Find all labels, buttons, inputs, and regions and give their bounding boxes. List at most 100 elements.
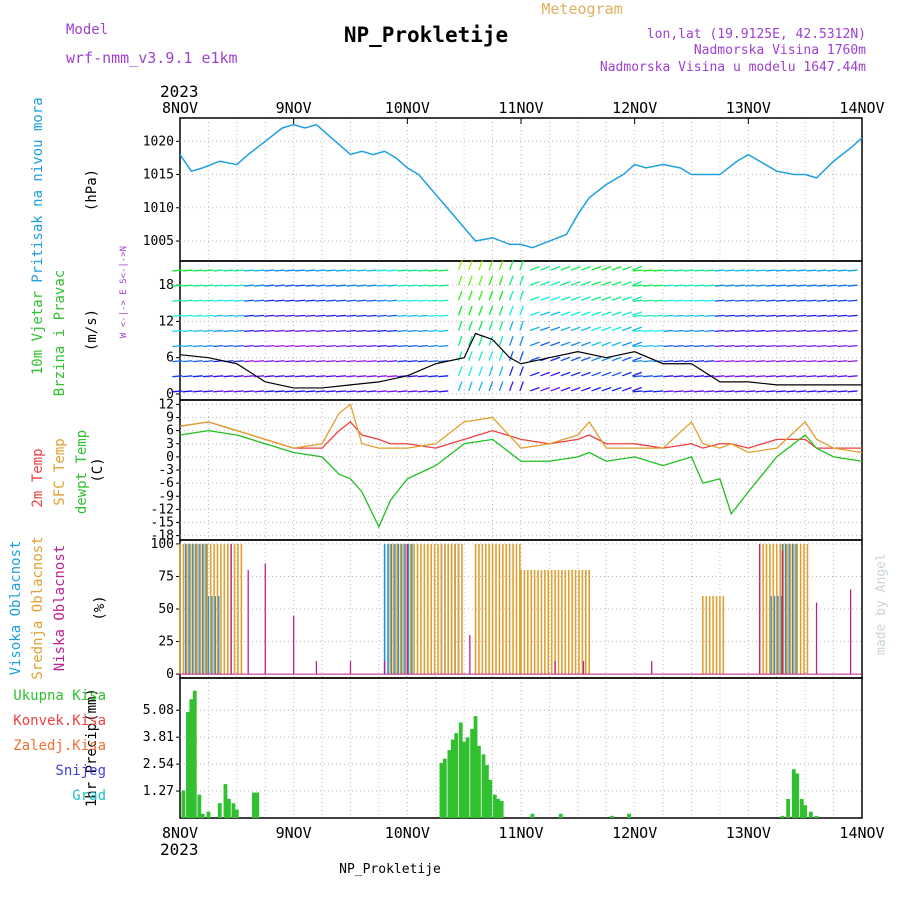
time-label-top: 14NOV [839, 99, 884, 117]
precip-bar [226, 798, 231, 818]
wind-arrow [478, 366, 483, 377]
wind-arrow [755, 329, 766, 333]
wind-arrow [387, 360, 398, 363]
wind-arrow [438, 390, 449, 393]
wind-arrow [498, 351, 504, 361]
wind-arrow [376, 269, 387, 272]
wind-arrow [202, 390, 214, 393]
wind-arrow [734, 375, 745, 378]
wind-arrow [428, 344, 439, 348]
precip-bar [181, 790, 186, 818]
wind-arrow [611, 326, 622, 332]
wind-arrow [254, 329, 265, 333]
wind-arrow [529, 341, 540, 347]
wind-arrow [826, 329, 838, 333]
wind-arrow [274, 390, 285, 393]
wind-arrow [213, 299, 224, 302]
wind-arrow [724, 390, 735, 393]
wind-arrow [570, 326, 581, 332]
wind-arrow [387, 299, 398, 302]
wind-arrow [775, 299, 786, 302]
wind-arrow [325, 375, 336, 378]
wind-arrow [274, 360, 285, 363]
wind-arrow [632, 314, 643, 317]
wind-arrow [192, 299, 203, 302]
time-label-top: 13NOV [726, 99, 771, 117]
cloud-ylabel-mid: Srednja Oblacnost [30, 536, 46, 679]
precip-bar [488, 779, 493, 818]
wind-arrow [428, 360, 439, 363]
wind-arrow [693, 269, 705, 272]
wind-arrow [468, 260, 473, 271]
wind-unit: (m/s) [84, 309, 100, 351]
wind-arrow [519, 335, 524, 346]
wind-arrow [284, 344, 295, 348]
precip-bar [462, 741, 467, 818]
wind-arrow [601, 356, 612, 362]
temp-tick-label: -9 [158, 489, 174, 504]
precip-bar [206, 811, 211, 818]
wind-arrow [397, 269, 408, 272]
wind-arrow [786, 299, 797, 302]
wind-arrow [796, 375, 807, 378]
precip-legend: Ukupna Kisa Konvek.Kisa Zaledj.Kisa Snij… [13, 688, 106, 804]
wind-arrow [775, 360, 786, 363]
year-label-bottom: 2023 [160, 840, 199, 859]
precip-bar [791, 769, 796, 818]
wind-arrow [202, 375, 214, 378]
wind-arrow [837, 329, 848, 333]
wind-arrow [468, 381, 473, 392]
wind-arrow [581, 386, 591, 392]
wind-arrow [478, 275, 483, 286]
wind-arrow [529, 356, 540, 362]
wind-arrow [305, 360, 316, 363]
wind-arrow [826, 269, 838, 272]
time-label-top: 8NOV [162, 99, 198, 117]
wind-arrow [529, 266, 540, 271]
wind-arrow [601, 311, 612, 317]
wind-arrow [653, 284, 664, 287]
wind-arrow [663, 360, 674, 363]
wind-arrow [519, 305, 524, 316]
wind-arrow [172, 329, 183, 333]
meteogram-label: Meteogram [541, 0, 622, 18]
wind-ylabel-sub: Brzina i Pravac [52, 270, 68, 396]
wind-arrow [233, 375, 244, 378]
wind-arrow [632, 390, 643, 393]
wind-arrow [366, 329, 377, 333]
precip-bar [450, 739, 455, 818]
wind-arrow [356, 269, 367, 272]
precip-tick-label: 5.08 [143, 703, 174, 718]
wind-arrow [786, 269, 797, 272]
cloud-tick-label: 25 [158, 635, 174, 650]
wind-arrow [468, 366, 473, 377]
wind-arrow [356, 284, 367, 287]
wind-arrow [284, 375, 295, 378]
wind-arrow [213, 329, 224, 333]
precip-bar [814, 815, 819, 818]
wind-arrow [519, 366, 524, 377]
wind-arrow [704, 284, 715, 287]
wind-arrow [786, 329, 797, 333]
wind-arrow [734, 329, 745, 333]
wind-arrow [202, 314, 214, 317]
wind-arrow [509, 290, 514, 301]
wind-arrow [488, 320, 494, 331]
wind-arrow [284, 360, 295, 363]
wind-arrow [315, 269, 326, 272]
wind-arrow [591, 266, 602, 271]
temp-tick-label: -18 [151, 529, 174, 544]
wind-arrow [847, 375, 858, 378]
wind-arrow [714, 360, 725, 363]
wind-arrow [806, 344, 817, 348]
wind-arrow [704, 360, 715, 363]
wind-arrow [457, 260, 463, 271]
wind-arrow [457, 320, 463, 331]
wind-arrow [621, 296, 632, 301]
wind-arrow [192, 390, 203, 393]
wind-arrow [765, 314, 776, 317]
wind-arrow [468, 305, 473, 316]
wind-arrow [284, 299, 295, 302]
cloud-tick-label: 75 [158, 569, 174, 584]
wind-arrow [478, 305, 483, 316]
